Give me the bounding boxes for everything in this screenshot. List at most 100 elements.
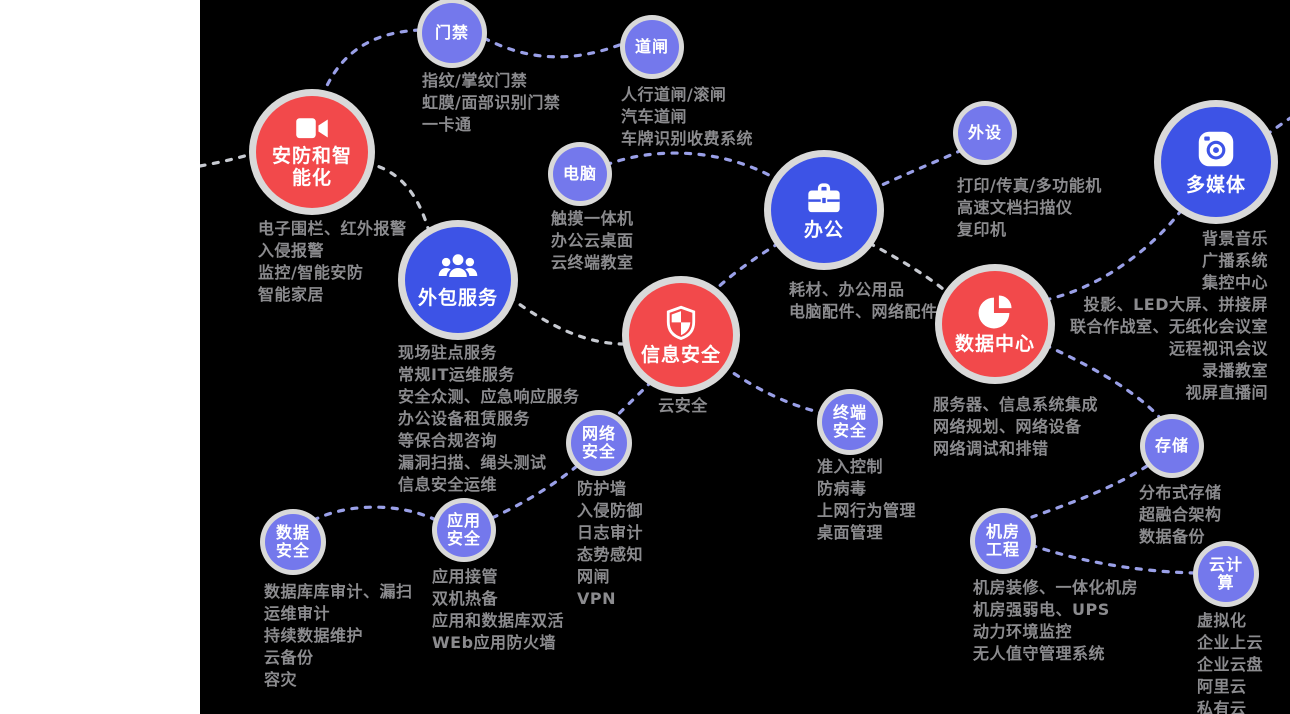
list-item: 分布式存储 — [1139, 483, 1222, 502]
list-item: 机房装修、一体化机房 — [973, 578, 1139, 597]
caption-list-security-smart: 电子围栏、红外报警 入侵报警 监控/智能安防 智能家居 — [258, 218, 407, 306]
list-item: 服务器、信息系统集成 — [933, 395, 1099, 414]
caption-list-outsourcing: 现场驻点服务 常规IT运维服务 安全众测、应急响应服务 办公设备租赁服务 等保合规咨询漏… — [398, 342, 580, 496]
caption-list-cloud-computing: 虚拟化 企业上云 企业云盘 阿里云 私有云 — [1197, 610, 1263, 714]
caption-list-terminal-security: 准入控制 防病毒 上网行为管理 桌面管理 — [817, 456, 916, 544]
list-item: 指纹/掌纹门禁 — [422, 71, 528, 90]
caption-list-data-center: 服务器、信息系统集成 网络规划、网络设备 网络调试和排错 — [933, 394, 1098, 460]
node-barrier-gate: 道闸 — [625, 20, 679, 74]
connector-server-room-to-cloud — [1029, 543, 1198, 575]
connector-access-to-barrier — [482, 36, 624, 59]
list-item: 私有云 — [1197, 699, 1247, 714]
node-peripherals: 外设 — [958, 106, 1012, 160]
list-item: 触摸一体机 — [551, 209, 634, 228]
camera-icon — [1194, 127, 1238, 171]
node-computer: 电脑 — [553, 147, 607, 201]
list-item: 运维审计 — [264, 604, 331, 623]
list-item: 广播系统 — [1201, 251, 1268, 270]
video-camera-icon — [294, 115, 330, 142]
list-item: 容灾 — [264, 670, 298, 689]
list-item: 持续数据维护 — [264, 626, 364, 645]
list-item: 应用和数据库双活 — [432, 611, 565, 630]
node-label-data-center: 数据中心 — [954, 332, 1035, 355]
list-item: 云备份 — [264, 648, 314, 667]
list-item: 录播教室 — [1201, 361, 1268, 380]
node-app-security: 应用 安全 — [437, 503, 491, 557]
node-cloud-computing: 云计 算 — [1198, 546, 1254, 602]
node-server-room: 机房 工程 — [975, 513, 1031, 569]
connector-security-smart-to-access — [320, 28, 422, 99]
node-label-access-control: 门禁 — [434, 22, 469, 42]
list-item: 应用接管 — [432, 567, 499, 586]
node-label-office: 办公 — [803, 218, 844, 241]
node-label-storage: 存储 — [1154, 435, 1189, 455]
list-item: 虚拟化 — [1197, 611, 1247, 630]
list-item: 集控中心 — [1201, 273, 1268, 292]
list-item: 打印/传真/多功能机 — [957, 176, 1102, 195]
node-label-data-security: 数据 安全 — [275, 522, 310, 560]
list-item: 等保合规咨询 — [398, 431, 498, 450]
list-item: 安全众测、应急响应服务 — [398, 387, 580, 406]
list-item: 无人值守管理系统 — [973, 644, 1106, 663]
list-item: 网络规划、网络设备 — [933, 417, 1082, 436]
list-item: 日志审计 — [577, 523, 644, 542]
list-item: VPN — [577, 589, 616, 608]
briefcase-icon — [804, 179, 844, 216]
list-item: 数据库库审计、漏扫 — [264, 582, 413, 601]
caption-list-multimedia: 背景音乐 广播系统 集控中心 投影、LED大屏、拼接屏 联合作战室、无纸化会议室 远程视讯… — [1070, 228, 1268, 404]
connector-edge-to-security-smart — [198, 151, 257, 168]
caption-list-info-security: 云安全 — [658, 395, 708, 417]
node-label-server-room: 机房 工程 — [985, 521, 1020, 559]
list-item: 防病毒 — [817, 479, 867, 498]
list-item: 入侵报警 — [258, 241, 325, 260]
connector-data-center-to-storage — [1043, 343, 1164, 422]
connector-multimedia-to-right-edge — [1264, 116, 1290, 137]
list-item: 一卡通 — [422, 115, 472, 134]
connector-office-to-data-center — [867, 241, 950, 295]
list-item: 态势感知 — [577, 545, 644, 564]
list-item: 防护墙 — [577, 479, 627, 498]
list-item: 阿里云 — [1197, 677, 1247, 696]
node-access-control: 门禁 — [422, 3, 482, 63]
list-item: 复印机 — [957, 220, 1007, 239]
list-item: 办公云桌面 — [551, 231, 634, 250]
node-data-security: 数据 安全 — [265, 514, 321, 570]
caption-list-access-control: 指纹/掌纹门禁虹膜/面部识别门禁 一卡通 — [422, 70, 560, 136]
node-label-outsourcing: 外包服务 — [417, 287, 498, 310]
people-group-icon — [436, 250, 480, 284]
list-item: 入侵防御 — [577, 501, 644, 520]
node-office: 办公 — [771, 157, 877, 263]
node-terminal-security: 终端 安全 — [822, 394, 878, 450]
caption-list-storage: 分布式存储 超融合架构 数据备份 — [1139, 482, 1222, 548]
connector-storage-to-server-room — [1030, 464, 1149, 519]
list-item: 监控/智能安防 — [258, 263, 364, 282]
list-item: 上网行为管理 — [817, 501, 917, 520]
node-label-cloud-computing: 云计 算 — [1208, 554, 1243, 592]
node-label-app-security: 应用 安全 — [446, 510, 481, 548]
list-item: 网络调试和排错 — [933, 439, 1049, 458]
list-item: 桌面管理 — [817, 523, 884, 542]
list-item: 汽车道闸 — [621, 107, 688, 126]
shield-icon — [663, 304, 699, 341]
connector-computer-to-office — [604, 151, 780, 182]
caption-list-peripherals: 打印/传真/多功能机 高速文档扫描仪 复印机 — [957, 175, 1102, 241]
list-item: 视屏直播间 — [1185, 383, 1268, 402]
connector-app-security-to-data-security — [314, 505, 438, 522]
list-item: 现场驻点服务 — [398, 343, 498, 362]
node-label-peripherals: 外设 — [967, 122, 1002, 142]
connector-info-security-to-network — [608, 379, 654, 425]
caption-list-barrier-gate: 人行道闸/滚闸 汽车道闸 车牌识别收费系统 — [621, 84, 753, 150]
node-label-network-security: 网络 安全 — [581, 423, 616, 461]
caption-list-office: 耗材、办公用品 电脑配件、网络配件 — [789, 279, 938, 323]
page-margin — [0, 0, 200, 714]
list-item: 背景音乐 — [1201, 229, 1268, 248]
list-item: 耗材、办公用品 — [789, 280, 905, 299]
list-item: 人行道闸/滚闸 — [621, 85, 727, 104]
node-outsourcing: 外包服务 — [405, 227, 511, 333]
node-info-security: 信息安全 — [629, 283, 733, 387]
list-item: 机房强弱电、UPS — [973, 600, 1110, 619]
node-label-security-smart: 安防和智 能化 — [271, 144, 352, 189]
list-item: 虹膜/面部识别门禁 — [422, 93, 561, 112]
